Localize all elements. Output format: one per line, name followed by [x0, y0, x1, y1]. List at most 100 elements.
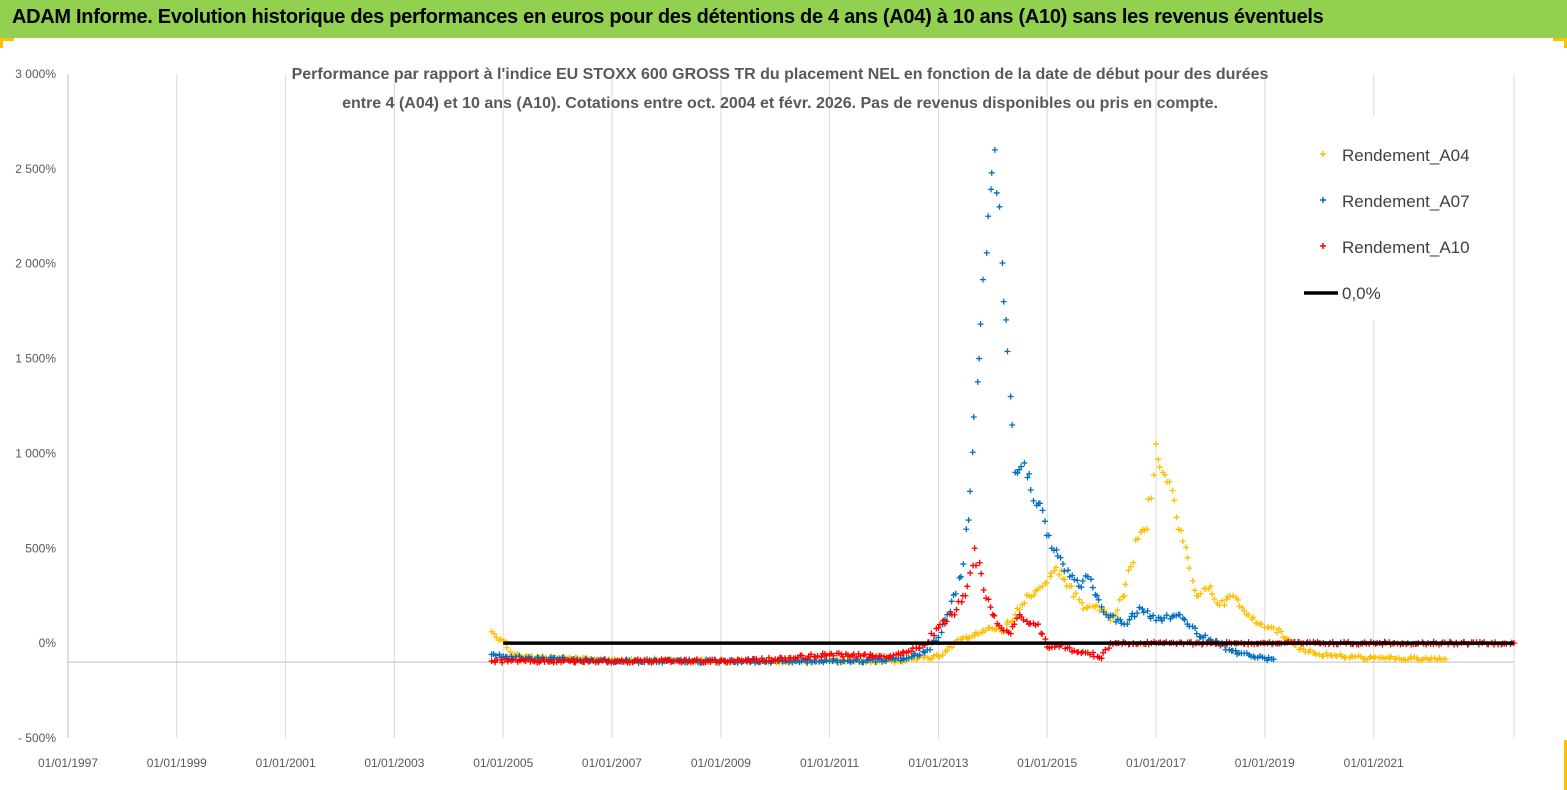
point-rendement-a10 [1071, 647, 1078, 654]
point-rendement-a04 [1404, 656, 1411, 663]
point-rendement-a04 [1048, 569, 1055, 576]
point-rendement-a07 [996, 203, 1003, 210]
point-rendement-a04 [986, 624, 993, 631]
point-rendement-a10 [980, 587, 987, 594]
point-rendement-a10 [1035, 621, 1042, 628]
point-rendement-a04 [1052, 564, 1059, 571]
point-rendement-a07 [1059, 560, 1066, 567]
point-rendement-a04 [1021, 600, 1028, 607]
point-rendement-a07 [965, 517, 972, 524]
point-rendement-a10 [943, 618, 950, 625]
point-rendement-a04 [1169, 487, 1176, 494]
point-rendement-a07 [882, 658, 889, 665]
data-points [488, 146, 1517, 666]
point-rendement-a07 [1079, 577, 1086, 584]
point-rendement-a07 [1021, 459, 1028, 466]
point-rendement-a07 [891, 656, 898, 663]
point-rendement-a07 [1030, 497, 1037, 504]
point-rendement-a10 [823, 652, 830, 659]
point-rendement-a07 [926, 646, 933, 653]
point-rendement-a10 [1100, 649, 1107, 656]
point-rendement-a04 [1419, 656, 1426, 663]
point-rendement-a10 [730, 659, 737, 666]
x-tick-label: 01/01/2001 [256, 756, 316, 770]
point-rendement-a07 [1069, 572, 1076, 579]
point-rendement-a10 [936, 621, 943, 628]
point-rendement-a07 [1004, 348, 1011, 355]
point-rendement-a07 [1095, 596, 1102, 603]
point-rendement-a07 [983, 249, 990, 256]
point-rendement-a07 [957, 573, 964, 580]
point-rendement-a10 [987, 604, 994, 611]
point-rendement-a10 [916, 644, 923, 651]
point-rendement-a07 [976, 355, 983, 362]
point-rendement-a07 [1084, 573, 1091, 580]
x-tick-label: 01/01/1997 [38, 756, 98, 770]
point-rendement-a10 [1079, 648, 1086, 655]
point-rendement-a10 [718, 656, 725, 663]
point-rendement-a10 [1032, 622, 1039, 629]
x-tick-label: 01/01/2017 [1126, 756, 1186, 770]
point-rendement-a10 [839, 653, 846, 660]
point-rendement-a04 [1341, 654, 1348, 661]
point-rendement-a10 [818, 654, 825, 661]
point-rendement-a07 [979, 276, 986, 283]
point-rendement-a04 [1258, 620, 1265, 627]
point-rendement-a07 [905, 654, 912, 661]
point-rendement-a04 [1161, 471, 1168, 478]
point-rendement-a10 [1020, 616, 1027, 623]
legend-plus-marker [1320, 197, 1326, 203]
point-rendement-a07 [938, 629, 945, 636]
point-rendement-a07 [1163, 612, 1170, 619]
point-rendement-a07 [1150, 612, 1157, 619]
point-rendement-a04 [503, 644, 510, 651]
x-tick-label: 01/01/2003 [364, 756, 424, 770]
point-rendement-a07 [948, 598, 955, 605]
point-rendement-a07 [1093, 592, 1100, 599]
point-rendement-a10 [499, 659, 506, 666]
point-rendement-a10 [1007, 630, 1014, 637]
point-rendement-a10 [861, 651, 868, 658]
point-rendement-a07 [1098, 603, 1105, 610]
y-tick-label: 2 000% [15, 257, 56, 271]
point-rendement-a04 [1016, 606, 1023, 613]
x-tick-label: 01/01/2005 [473, 756, 533, 770]
point-rendement-a07 [1270, 656, 1277, 663]
point-rendement-a04 [1051, 567, 1058, 574]
point-rendement-a07 [1014, 470, 1021, 477]
point-rendement-a10 [747, 659, 754, 666]
point-rendement-a04 [1093, 602, 1100, 609]
point-rendement-a10 [989, 611, 996, 618]
legend-label: Rendement_A07 [1342, 192, 1470, 211]
point-rendement-a10 [760, 657, 767, 664]
point-rendement-a10 [670, 658, 677, 665]
point-rendement-a04 [1143, 526, 1150, 533]
point-rendement-a10 [971, 545, 978, 552]
point-rendement-a07 [963, 526, 970, 533]
point-rendement-a07 [1045, 532, 1052, 539]
point-rendement-a04 [1004, 618, 1011, 625]
point-rendement-a10 [830, 652, 837, 659]
point-rendement-a10 [650, 658, 657, 665]
point-rendement-a10 [745, 655, 752, 662]
point-rendement-a07 [993, 189, 1000, 196]
point-rendement-a04 [1056, 571, 1063, 578]
y-tick-label: 500% [25, 541, 56, 555]
point-rendement-a07 [1140, 609, 1147, 616]
point-rendement-a07 [1041, 518, 1048, 525]
chart-title-line-1: Performance par rapport à l'indice EU ST… [292, 66, 1269, 83]
point-rendement-a07 [1126, 616, 1133, 623]
point-rendement-a10 [1066, 644, 1073, 651]
point-rendement-a10 [935, 624, 942, 631]
point-rendement-a07 [935, 634, 942, 641]
point-rendement-a10 [991, 612, 998, 619]
x-tick-label: 01/01/2019 [1235, 756, 1295, 770]
point-rendement-a10 [1090, 649, 1097, 656]
point-rendement-a10 [897, 652, 904, 659]
point-rendement-a07 [1250, 653, 1257, 660]
point-rendement-a10 [899, 648, 906, 655]
point-rendement-a04 [1209, 591, 1216, 598]
point-rendement-a04 [491, 630, 498, 637]
point-rendement-a07 [1118, 620, 1125, 627]
point-rendement-a07 [952, 590, 959, 597]
